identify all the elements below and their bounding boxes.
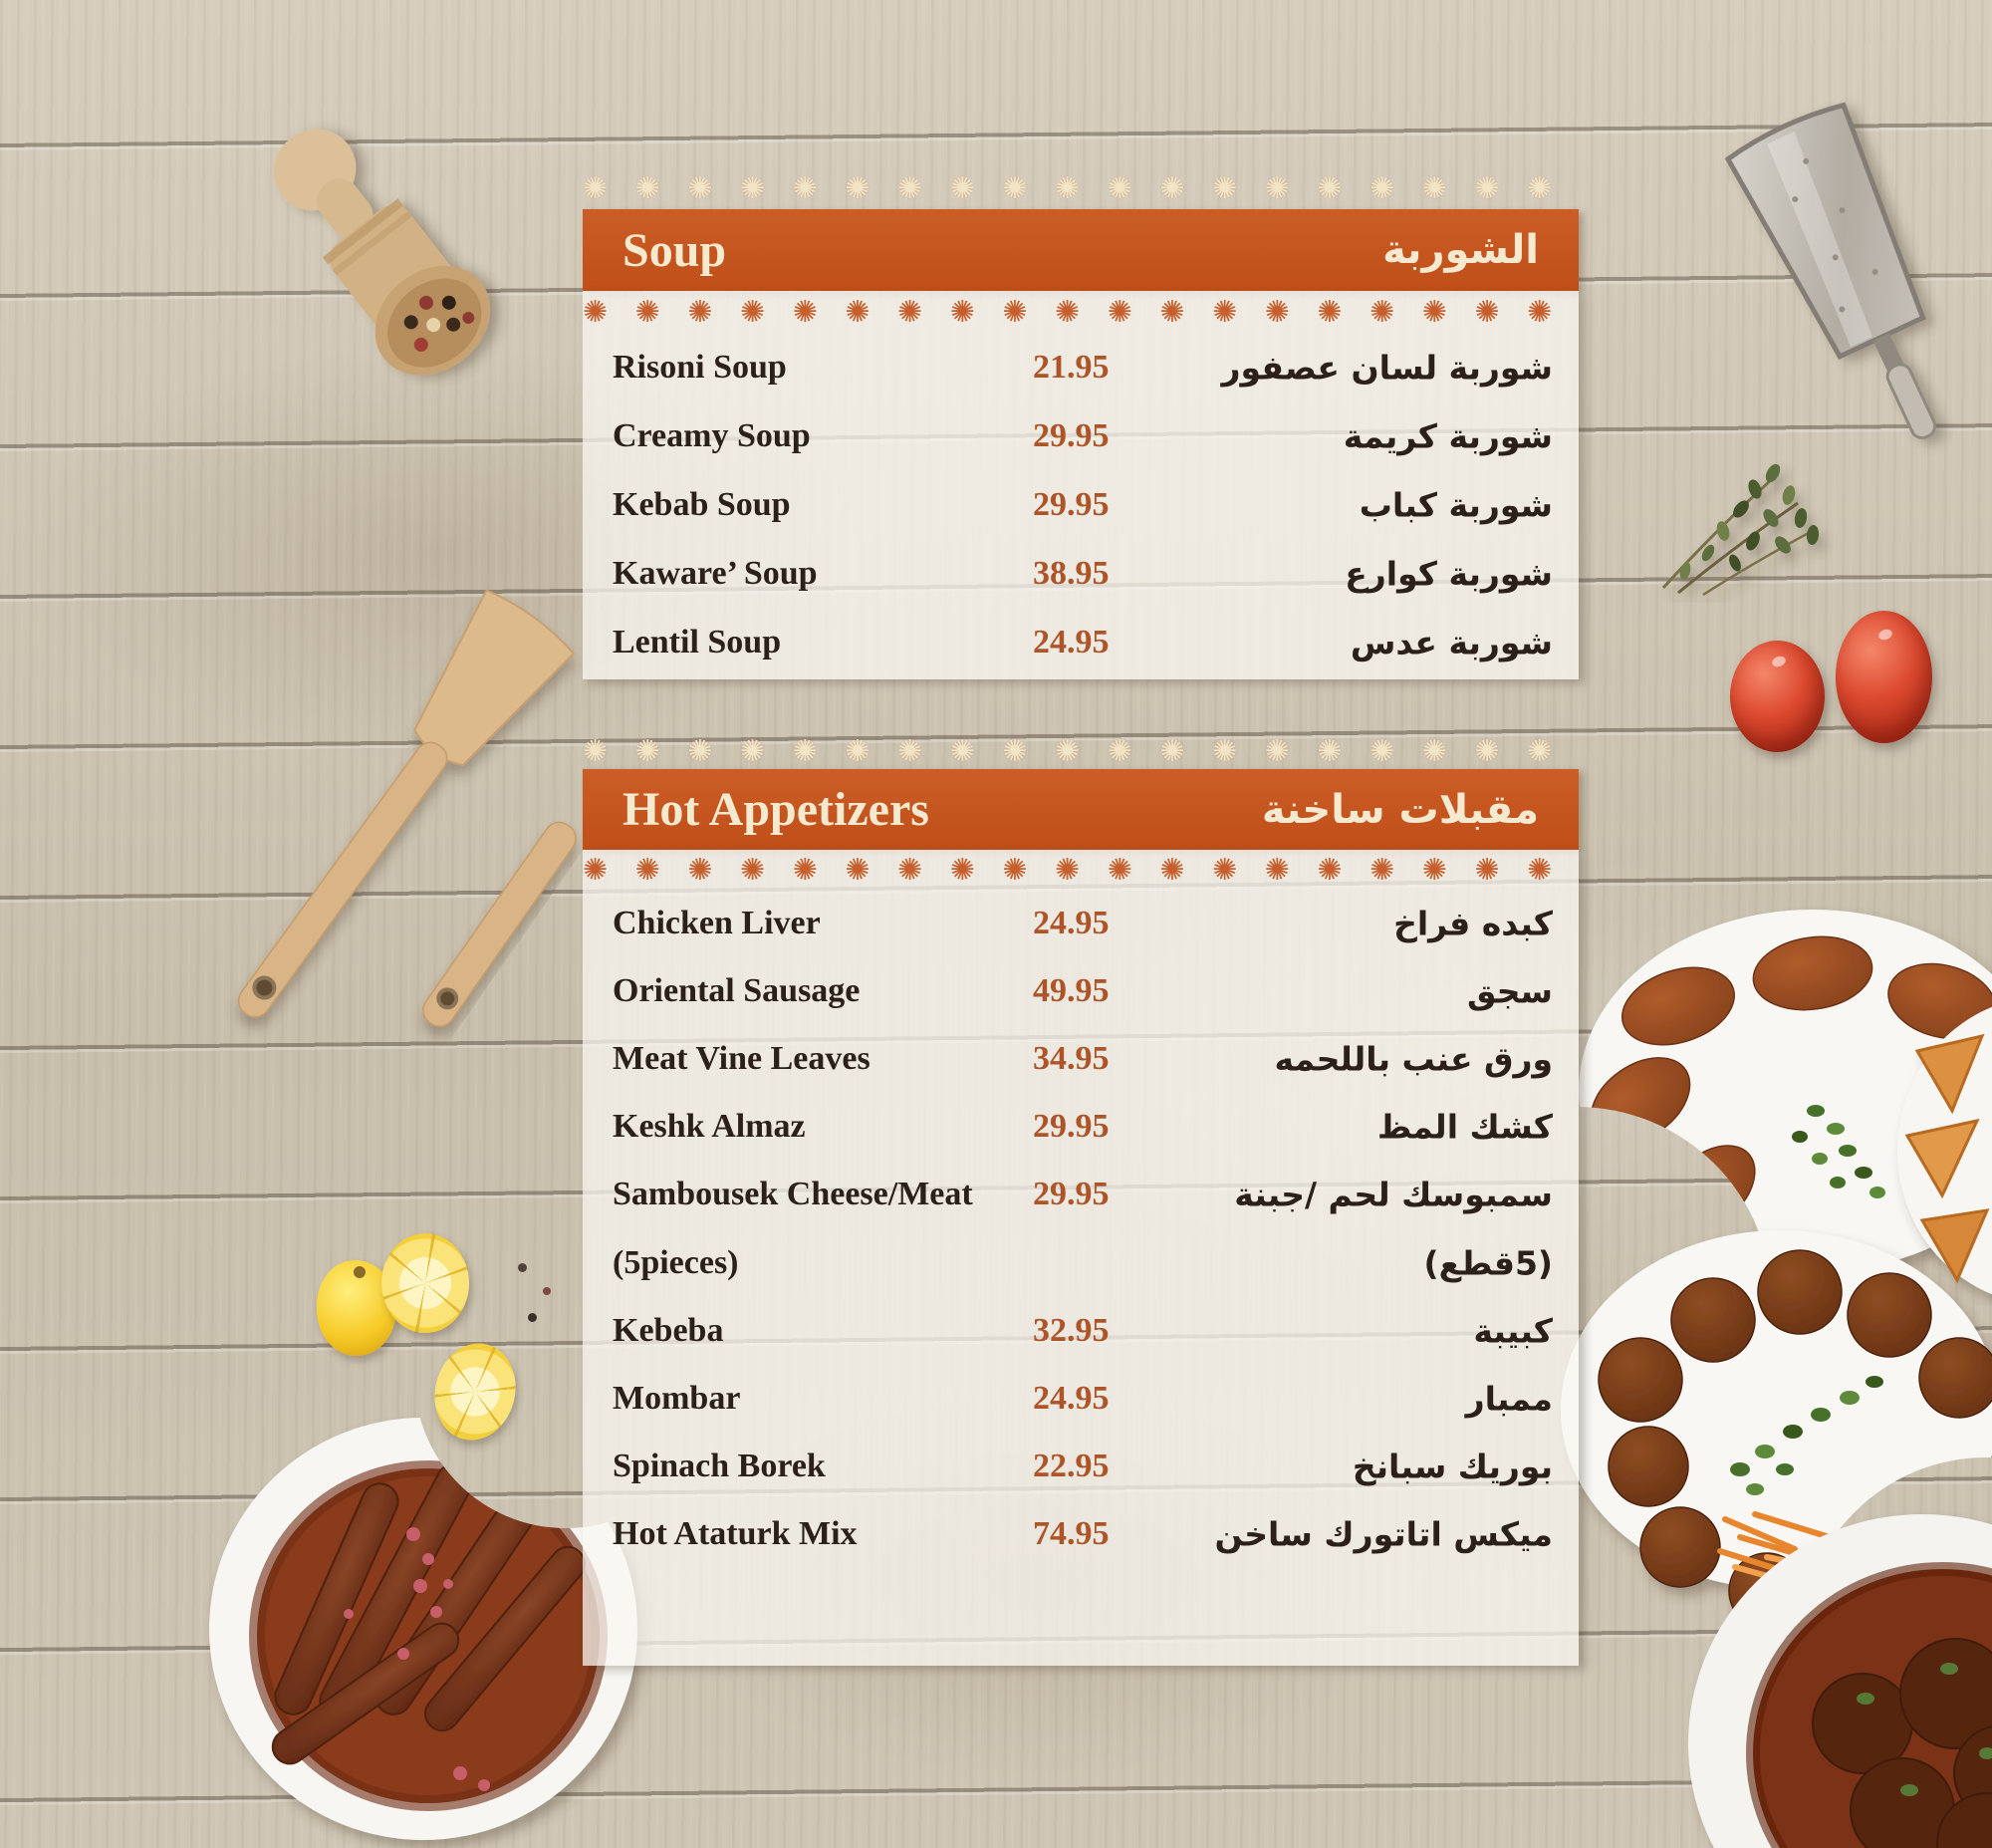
peppercorn xyxy=(518,1263,527,1272)
lace-border: ✺ ✺ ✺ ✺ ✺ ✺ ✺ ✺ ✺ ✺ ✺ ✺ ✺ ✺ ✺ ✺ ✺ ✺ ✺ ✺ … xyxy=(583,171,1579,206)
section-title-ar: مقبلات ساخنة xyxy=(1261,786,1539,833)
menu-item-row: Meat Vine Leaves 34.95 ورق عنب باللحمه xyxy=(583,1025,1579,1093)
peppercorn xyxy=(528,1313,537,1322)
item-price: 22.95 xyxy=(1033,1448,1110,1484)
item-price: 38.95 xyxy=(1033,554,1110,592)
menu-item-row: Chicken Liver 24.95 كبده فراخ xyxy=(583,890,1579,957)
item-name-en: Meat Vine Leaves xyxy=(613,1040,871,1077)
tomato-photo xyxy=(1730,641,1825,752)
menu-item-row: Creamy Soup 29.95 شوربة كريمة xyxy=(583,401,1579,470)
item-price: 24.95 xyxy=(1033,905,1110,941)
menu-panel: ✺ ✺ ✺ ✺ ✺ ✺ ✺ ✺ ✺ ✺ ✺ ✺ ✺ ✺ ✺ ✺ ✺ ✺ ✺ ✺ … xyxy=(583,291,1579,679)
menu-item-row: Kaware’ Soup 38.95 شوربة كوارع xyxy=(583,539,1579,608)
section-title-en: Soup xyxy=(622,223,727,277)
item-name-en: Lentil Soup xyxy=(613,623,782,660)
menu-item-row: Oriental Sausage 49.95 سجق xyxy=(583,957,1579,1025)
section-title-ar: الشوربة xyxy=(1382,227,1539,273)
metal-grater-photo xyxy=(1724,102,1937,440)
item-name-en: Sambousek Cheese/Meat xyxy=(613,1176,973,1213)
lace-border: ✺ ✺ ✺ ✺ ✺ ✺ ✺ ✺ ✺ ✺ ✺ ✺ ✺ ✺ ✺ ✺ ✺ ✺ ✺ ✺ … xyxy=(583,853,1579,888)
item-name-en: Kebab Soup xyxy=(613,485,791,523)
peppercorn xyxy=(543,1287,551,1295)
item-name-ar: شوربة لسان عصفور xyxy=(1221,348,1553,387)
lace-border: ✺ ✺ ✺ ✺ ✺ ✺ ✺ ✺ ✺ ✺ ✺ ✺ ✺ ✺ ✺ ✺ ✺ ✺ ✺ ✺ … xyxy=(583,734,1579,769)
wooden-spatulas-photo xyxy=(237,589,577,1027)
item-name-ar: ميكس اتاتورك ساخن xyxy=(1214,1514,1553,1554)
item-name-en: Hot Ataturk Mix xyxy=(613,1515,858,1552)
item-name-ar: شوربة كباب xyxy=(1359,485,1553,524)
item-name-ar: كبيبة xyxy=(1473,1311,1553,1351)
menu-item-row: Kebeba 32.95 كبيبة xyxy=(583,1297,1579,1365)
item-price: 29.95 xyxy=(1033,485,1110,523)
item-name-en: Chicken Liver xyxy=(613,905,821,941)
item-price: 29.95 xyxy=(1033,416,1110,454)
item-name-en: Spinach Borek xyxy=(613,1448,826,1484)
item-name-ar: ورق عنب باللحمه xyxy=(1274,1039,1553,1079)
item-price: 21.95 xyxy=(1033,348,1110,386)
item-price: 34.95 xyxy=(1033,1040,1110,1077)
meat-stew-plate-photo xyxy=(1688,1514,1992,1848)
item-price: 29.95 xyxy=(1033,1108,1110,1145)
item-price: 24.95 xyxy=(1033,1380,1110,1417)
item-name-en: Kebeba xyxy=(613,1312,724,1349)
menu-panel: ✺ ✺ ✺ ✺ ✺ ✺ ✺ ✺ ✺ ✺ ✺ ✺ ✺ ✺ ✺ ✺ ✺ ✺ ✺ ✺ … xyxy=(583,850,1579,1666)
menu-item-row: Risoni Soup 21.95 شوربة لسان عصفور xyxy=(583,333,1579,401)
samosa-plate-photo xyxy=(1897,1006,1992,1295)
menu-section-soup: ✺ ✺ ✺ ✺ ✺ ✺ ✺ ✺ ✺ ✺ ✺ ✺ ✺ ✺ ✺ ✺ ✺ ✺ ✺ ✺ … xyxy=(583,167,1579,679)
item-name-ar: سمبوسك لحم /جبنة xyxy=(1234,1175,1553,1214)
menu-item-row: Kebab Soup 29.95 شوربة كباب xyxy=(583,470,1579,539)
item-name-ar2: (5قطع) xyxy=(1423,1243,1553,1283)
sujuk-sausage-plate-photo xyxy=(209,1418,637,1840)
menu-section-hot-appetizers: ✺ ✺ ✺ ✺ ✺ ✺ ✺ ✺ ✺ ✺ ✺ ✺ ✺ ✺ ✺ ✺ ✺ ✺ ✺ ✺ … xyxy=(583,732,1579,1666)
menu-item-row: Spinach Borek 22.95 بوريك سبانخ xyxy=(583,1433,1579,1500)
item-name-ar: سجق xyxy=(1467,971,1553,1011)
section-banner: Soup الشوربة xyxy=(583,209,1579,291)
item-name-en: Risoni Soup xyxy=(613,348,787,386)
menu-item-row: Hot Ataturk Mix 74.95 ميكس اتاتورك ساخن xyxy=(583,1500,1579,1568)
item-name-en2: (5pieces) xyxy=(613,1243,739,1281)
item-price: 29.95 xyxy=(1033,1176,1110,1213)
item-name-en: Kaware’ Soup xyxy=(613,554,818,592)
item-name-ar: كبده فراخ xyxy=(1393,904,1553,943)
menu-item-row: Mombar 24.95 ممبار xyxy=(583,1365,1579,1433)
item-name-en: Oriental Sausage xyxy=(613,972,861,1009)
menu-item-row: Keshk Almaz 29.95 كشك المظ xyxy=(583,1093,1579,1161)
meatball-plate-photo xyxy=(1561,1230,1992,1630)
item-price: 24.95 xyxy=(1033,623,1110,660)
thyme-sprigs-photo xyxy=(1661,463,1820,597)
item-name-en: Creamy Soup xyxy=(613,416,811,454)
item-price: 32.95 xyxy=(1033,1312,1110,1349)
section-title-en: Hot Appetizers xyxy=(622,783,929,836)
menu-item-row: Lentil Soup 24.95 شوربة عدس xyxy=(583,608,1579,676)
item-name-ar: شوربة كريمة xyxy=(1343,416,1553,455)
tomato-photo xyxy=(1836,611,1932,743)
item-name-en: Keshk Almaz xyxy=(613,1108,806,1145)
item-name-ar: ممبار xyxy=(1465,1379,1553,1419)
item-price: 49.95 xyxy=(1033,972,1110,1009)
item-name-ar: بوريك سبانخ xyxy=(1352,1447,1553,1486)
lemon-slice-photo xyxy=(381,1233,469,1333)
item-name-ar: شوربة كوارع xyxy=(1345,554,1553,593)
menu-item-row: Sambousek Cheese/Meat 29.95 سمبوسك لحم /جب… xyxy=(583,1161,1579,1297)
item-price: 74.95 xyxy=(1033,1515,1110,1552)
item-name-ar: شوربة عدس xyxy=(1350,623,1553,661)
item-name-en: Mombar xyxy=(613,1380,741,1417)
wooden-spice-scoop-photo xyxy=(273,129,491,376)
lace-border: ✺ ✺ ✺ ✺ ✺ ✺ ✺ ✺ ✺ ✺ ✺ ✺ ✺ ✺ ✺ ✺ ✺ ✺ ✺ ✺ … xyxy=(583,295,1579,330)
section-banner: Hot Appetizers مقبلات ساخنة xyxy=(583,769,1579,850)
item-name-ar: كشك المظ xyxy=(1376,1107,1553,1147)
